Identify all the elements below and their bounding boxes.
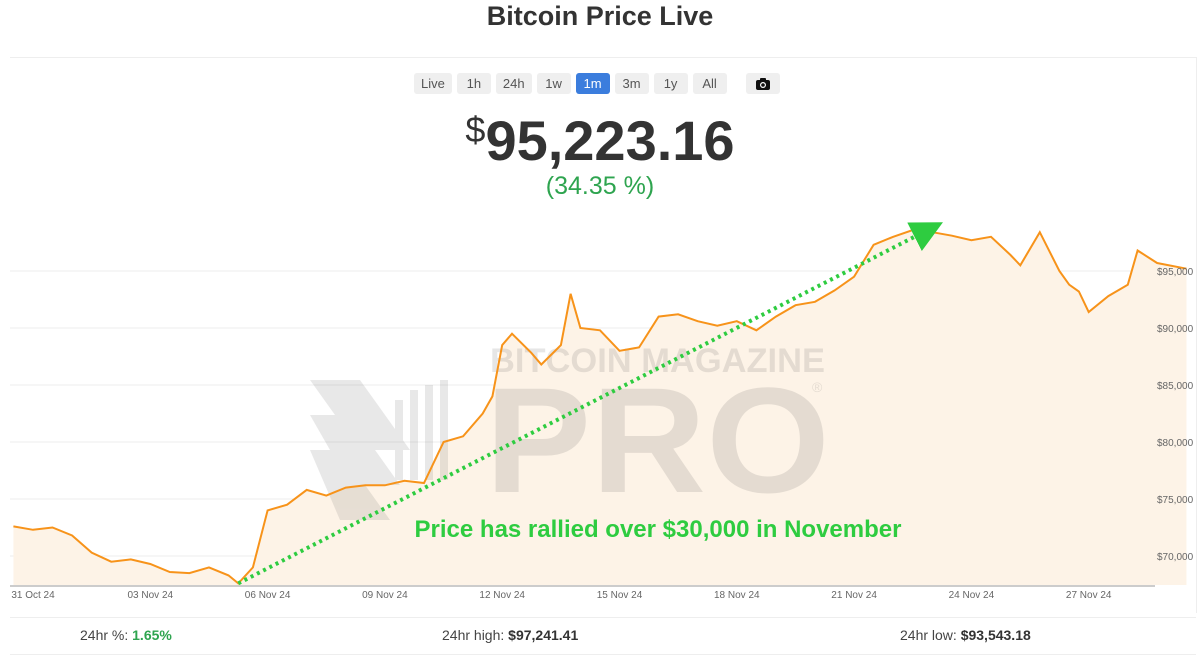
annotation-text: Price has rallied over $30,000 in Novemb… [415, 516, 902, 543]
y-tick-label: $90,000 [1157, 324, 1194, 335]
stat-value: $93,543.18 [960, 627, 1031, 643]
page-title: Bitcoin Price Live [486, 1, 714, 31]
stat-label: 24hr %: [80, 627, 129, 643]
stat-value: 1.65% [132, 627, 172, 643]
price-area-fill [13, 230, 1187, 585]
y-tick-label: $75,000 [1157, 495, 1194, 506]
screenshot-button[interactable] [745, 73, 780, 94]
y-tick-label: $95,000 [1157, 267, 1194, 278]
x-tick-label: 15 Nov 24 [597, 590, 643, 601]
price-change: (34.35 %) [545, 172, 655, 200]
watermark-line2: PRO [485, 356, 830, 524]
y-tick-label: $85,000 [1157, 381, 1194, 392]
chart-card [10, 57, 1197, 613]
range-24h-button[interactable]: 24h [495, 73, 532, 94]
stats-bar: 24hr %: 1.65% 24hr high: $97,241.41 24hr… [10, 617, 1196, 655]
currency-symbol: $ [465, 109, 486, 150]
current-price: $95,223.16 [0, 108, 1200, 173]
x-tick-label: 06 Nov 24 [245, 590, 291, 601]
range-1w-button[interactable]: 1w [536, 73, 571, 94]
x-tick-label: 18 Nov 24 [714, 590, 760, 601]
camera-icon [755, 78, 770, 90]
x-tick-label: 09 Nov 24 [362, 590, 408, 601]
x-tick-label: 12 Nov 24 [479, 590, 525, 601]
x-tick-label: 21 Nov 24 [831, 590, 877, 601]
price-line [13, 228, 1187, 585]
x-tick-label: 31 Oct 24 [11, 590, 55, 601]
stat-value: $97,241.41 [508, 627, 579, 643]
x-tick-label: 27 Nov 24 [1066, 590, 1112, 601]
x-tick-label: 03 Nov 24 [128, 590, 174, 601]
price-value: 95,223.16 [485, 109, 735, 172]
y-tick-label: $80,000 [1157, 438, 1194, 449]
range-selector: Live 1h 24h 1w 1m 3m 1y All [414, 73, 780, 94]
watermark-mark: ® [812, 379, 823, 395]
range-all-button[interactable]: All [692, 73, 727, 94]
x-tick-label: 24 Nov 24 [949, 590, 995, 601]
range-1m-button[interactable]: 1m [575, 73, 610, 94]
stat-label: 24hr high: [442, 627, 505, 643]
stat-24hr-low: 24hr low: $93,543.18 [900, 627, 1031, 643]
y-tick-label: $70,000 [1157, 552, 1194, 563]
range-live-button[interactable]: Live [414, 73, 452, 94]
stat-24hr-pct: 24hr %: 1.65% [80, 627, 172, 643]
stat-label: 24hr low: [900, 627, 957, 643]
range-1y-button[interactable]: 1y [653, 73, 688, 94]
watermark-logo: BITCOIN MAGAZINE PRO ® [310, 342, 830, 524]
stat-24hr-high: 24hr high: $97,241.41 [442, 627, 578, 643]
range-3m-button[interactable]: 3m [614, 73, 649, 94]
range-1h-button[interactable]: 1h [456, 73, 491, 94]
